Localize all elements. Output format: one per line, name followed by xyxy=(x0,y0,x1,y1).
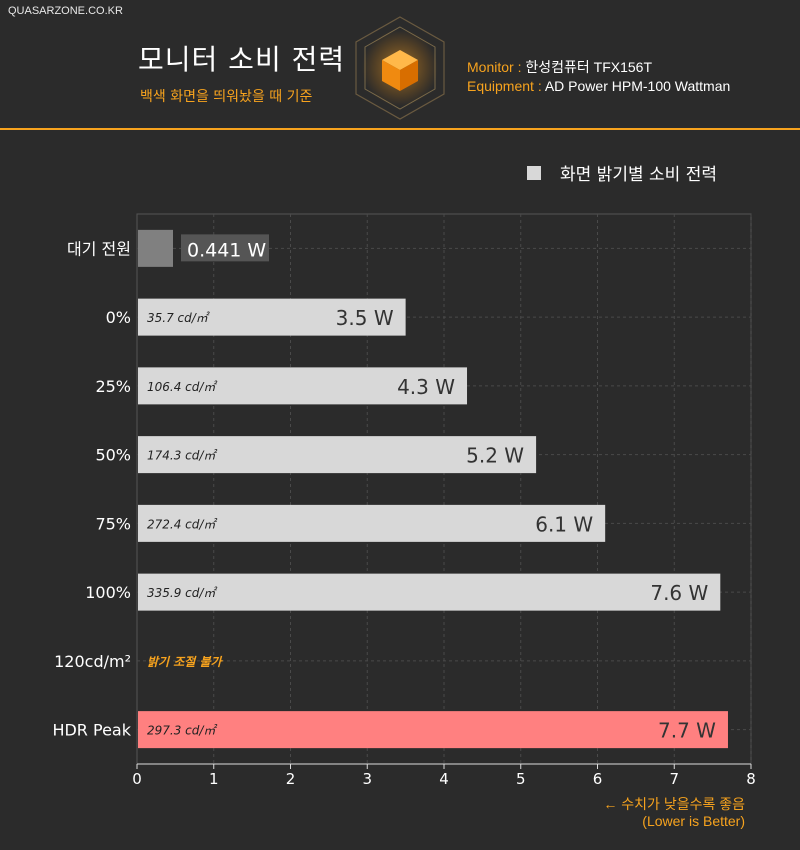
x-tick-label: 8 xyxy=(746,770,756,788)
luminance-label: 297.3 cd/㎡ xyxy=(147,724,218,738)
x-tick-label: 1 xyxy=(209,770,219,788)
page-title: 모니터 소비 전력 xyxy=(138,43,346,76)
bar-standby xyxy=(138,229,173,267)
value-label: 0.441 W xyxy=(187,239,266,261)
category-label: 100% xyxy=(85,583,131,602)
value-label: 4.3 W xyxy=(397,375,455,399)
value-label: 7.6 W xyxy=(650,581,708,605)
category-label: 120cd/m² xyxy=(54,652,131,671)
x-tick-label: 5 xyxy=(516,770,526,788)
bar xyxy=(138,298,406,336)
cube-logo-icon xyxy=(355,16,445,120)
luminance-label: 335.9 cd/㎡ xyxy=(147,586,218,600)
equipment-info: Equipment : AD Power HPM-100 Wattman xyxy=(467,78,730,94)
footnote-line-1: ← 수치가 낮을수록 좋음 xyxy=(603,796,745,812)
luminance-label: 35.7 cd/㎡ xyxy=(147,311,211,325)
value-label: 6.1 W xyxy=(535,512,593,536)
legend-swatch xyxy=(527,165,541,180)
category-label: HDR Peak xyxy=(52,721,131,740)
luminance-label: 272.4 cd/㎡ xyxy=(147,517,218,531)
x-tick-label: 3 xyxy=(362,770,372,788)
plot-area xyxy=(136,213,752,765)
monitor-info: Monitor : 한성컴퓨터 TFX156T xyxy=(467,57,652,77)
category-label: 75% xyxy=(95,514,131,533)
x-tick-label: 0 xyxy=(132,770,142,788)
x-tick-label: 4 xyxy=(439,770,449,788)
category-label: 50% xyxy=(95,446,131,465)
chart-footnote: ← 수치가 낮을수록 좋음 (Lower is Better) xyxy=(603,796,745,830)
header-divider xyxy=(0,128,800,130)
luminance-label: 106.4 cd/㎡ xyxy=(147,380,218,394)
site-watermark: QUASARZONE.CO.KR xyxy=(8,5,123,17)
value-label: 7.7 W xyxy=(658,719,716,743)
footnote-line-2: (Lower is Better) xyxy=(642,813,745,829)
bar-hdr xyxy=(138,711,728,749)
value-label-box xyxy=(181,234,269,262)
bar-note: 밝기 조절 불가 xyxy=(147,655,224,669)
bar xyxy=(138,504,606,542)
bar xyxy=(138,367,468,405)
category-label: 25% xyxy=(95,377,131,396)
legend-label: 화면 밝기별 소비 전력 xyxy=(560,165,717,185)
value-label: 5.2 W xyxy=(466,444,524,468)
value-label: 3.5 W xyxy=(336,306,394,330)
category-label: 0% xyxy=(106,308,131,327)
equipment-key: Equipment : xyxy=(467,78,542,94)
bar xyxy=(138,573,721,611)
monitor-value: 한성컴퓨터 TFX156T xyxy=(525,59,653,75)
chart-legend: 화면 밝기별 소비 전력 xyxy=(527,160,717,185)
monitor-key: Monitor : xyxy=(467,59,522,75)
category-label: 대기 전원 xyxy=(67,239,131,258)
x-tick-label: 2 xyxy=(286,770,296,788)
luminance-label: 174.3 cd/㎡ xyxy=(147,449,218,463)
x-tick-label: 7 xyxy=(669,770,679,788)
equipment-value: AD Power HPM-100 Wattman xyxy=(544,78,731,94)
x-tick-label: 6 xyxy=(593,770,603,788)
bar xyxy=(138,436,537,474)
page-subtitle: 백색 화면을 띄워놨을 때 기준 xyxy=(140,89,313,105)
